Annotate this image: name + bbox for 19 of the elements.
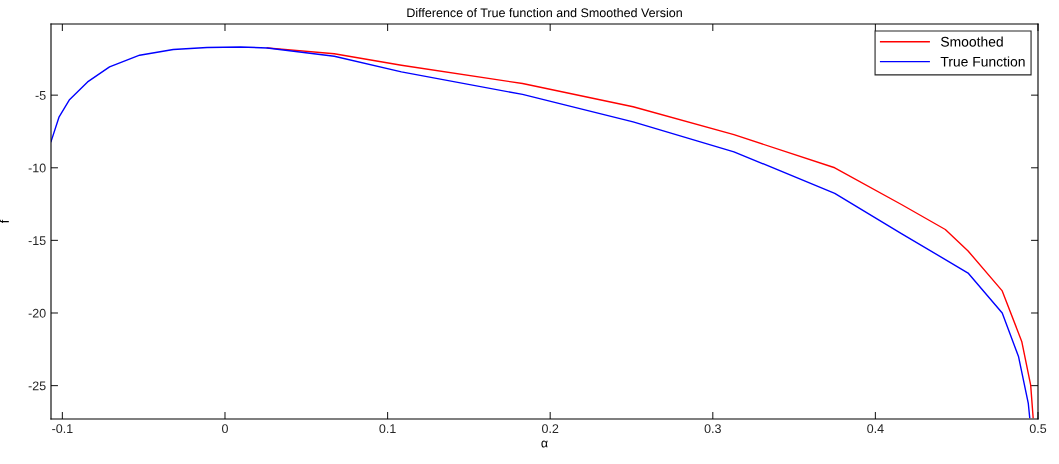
x-axis-title: α [541,440,548,448]
chart-title: Difference of True function and Smoothed Version [407,8,682,18]
y-tick-label: -5 [35,91,46,100]
y-tick-label: -10 [28,163,46,173]
x-tick-label: 0 [222,424,228,434]
y-tick-label: -25 [28,381,46,391]
x-tick-label: 0.2 [541,424,559,434]
y-axis-title: f [0,219,9,224]
x-tick-label: -0.1 [52,424,73,434]
line-series [51,46,1031,419]
y-tick-label: -15 [28,236,46,246]
x-tick-label: 0.3 [704,424,721,434]
line-series [266,47,1034,419]
legend-label: Smoothed [940,36,1003,47]
x-tick-label: 0.4 [867,424,884,434]
x-tick-label: 0.5 [1029,424,1047,434]
x-tick-label: 0.1 [379,424,396,434]
y-tick-label: -20 [28,308,46,318]
legend-label: True Function [940,56,1025,67]
